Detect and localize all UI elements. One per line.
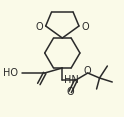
Text: O: O [81, 22, 89, 32]
Text: O: O [36, 22, 44, 32]
Text: O: O [66, 87, 74, 97]
Text: HO: HO [3, 68, 18, 78]
Text: O: O [84, 66, 92, 76]
Text: HN: HN [64, 75, 79, 85]
